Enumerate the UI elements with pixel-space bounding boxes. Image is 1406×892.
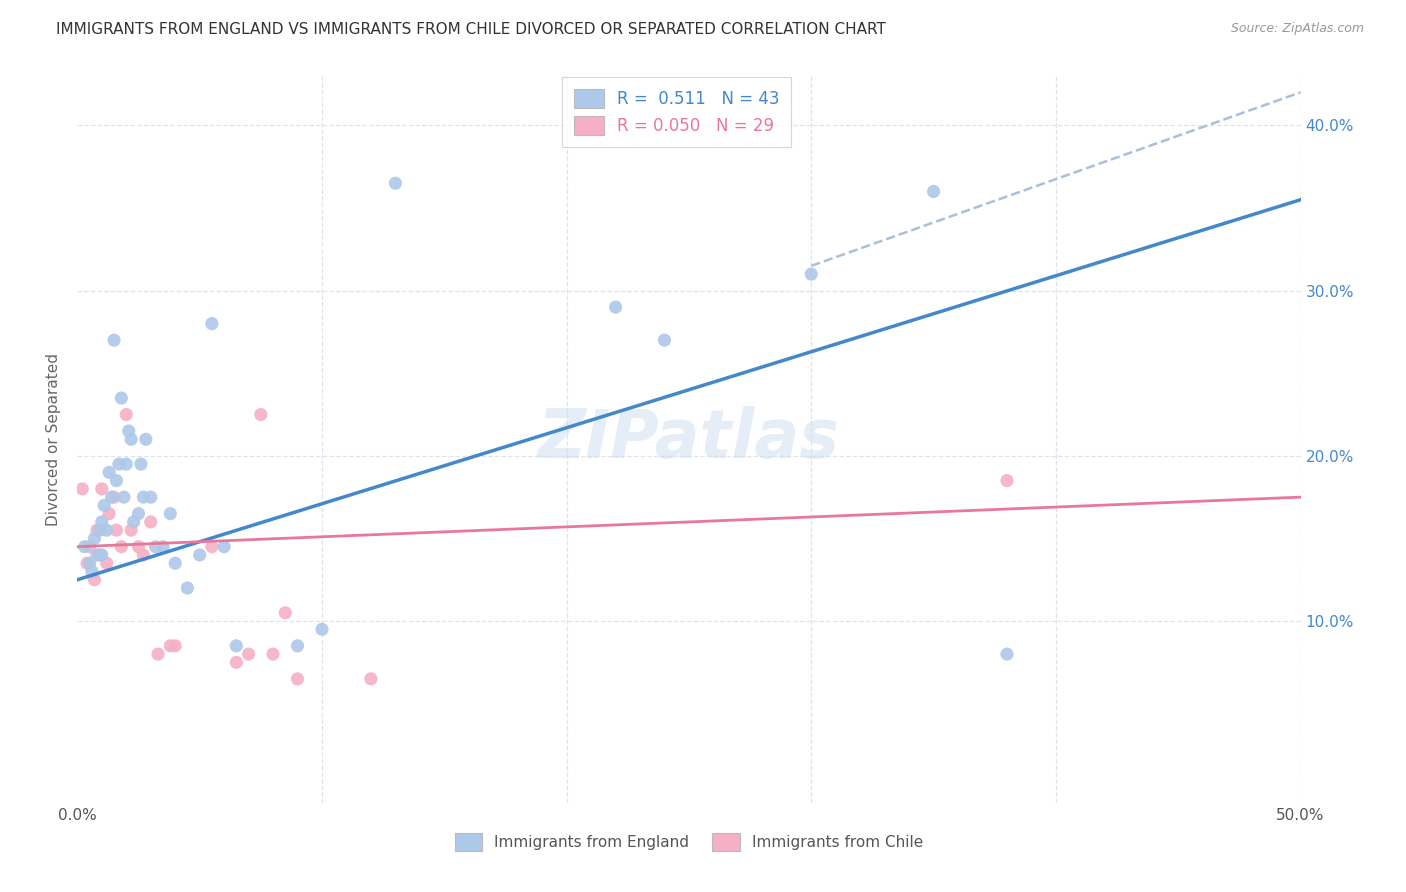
Point	[90, 515, 112, 529]
Point	[225, 656, 247, 670]
Point	[262, 647, 284, 661]
Point	[250, 408, 273, 422]
Point	[238, 647, 260, 661]
Point	[100, 490, 122, 504]
Point	[110, 540, 132, 554]
Point	[98, 507, 121, 521]
Text: IMMIGRANTS FROM ENGLAND VS IMMIGRANTS FROM CHILE DIVORCED OR SEPARATED CORRELATI: IMMIGRANTS FROM ENGLAND VS IMMIGRANTS FR…	[56, 22, 886, 37]
Point	[384, 176, 406, 190]
Point	[108, 457, 131, 471]
Point	[103, 333, 125, 347]
Point	[127, 540, 149, 554]
Y-axis label: Divorced or Separated: Divorced or Separated	[46, 353, 62, 525]
Point	[287, 639, 309, 653]
Point	[96, 556, 118, 570]
Point	[654, 333, 676, 347]
Point	[86, 548, 108, 562]
Point	[79, 540, 101, 554]
Point	[995, 474, 1018, 488]
Point	[83, 573, 105, 587]
Point	[90, 482, 112, 496]
Point	[605, 300, 627, 314]
Point	[159, 507, 181, 521]
Point	[122, 515, 145, 529]
Point	[165, 556, 187, 570]
Point	[70, 482, 93, 496]
Point	[165, 639, 187, 653]
Point	[132, 548, 155, 562]
Point	[115, 457, 138, 471]
Point	[274, 606, 297, 620]
Point	[89, 548, 111, 562]
Point	[79, 556, 101, 570]
Point	[96, 523, 118, 537]
Point	[76, 556, 98, 570]
Point	[311, 623, 333, 637]
Point	[145, 540, 167, 554]
Point	[225, 639, 247, 653]
Text: Source: ZipAtlas.com: Source: ZipAtlas.com	[1230, 22, 1364, 36]
Point	[139, 515, 162, 529]
Point	[146, 647, 169, 661]
Point	[159, 639, 181, 653]
Point	[93, 499, 115, 513]
Point	[360, 672, 382, 686]
Point	[83, 532, 105, 546]
Point	[73, 540, 96, 554]
Point	[110, 391, 132, 405]
Legend: Immigrants from England, Immigrants from Chile: Immigrants from England, Immigrants from…	[449, 827, 929, 857]
Point	[127, 507, 149, 521]
Point	[201, 540, 224, 554]
Point	[139, 490, 162, 504]
Point	[98, 466, 121, 480]
Point	[103, 490, 125, 504]
Point	[922, 185, 945, 199]
Point	[118, 424, 141, 438]
Point	[105, 523, 128, 537]
Point	[287, 672, 309, 686]
Point	[188, 548, 211, 562]
Point	[995, 647, 1018, 661]
Point	[132, 490, 155, 504]
Point	[212, 540, 235, 554]
Point	[152, 540, 174, 554]
Point	[135, 432, 157, 446]
Point	[201, 317, 224, 331]
Point	[800, 267, 823, 281]
Point	[90, 548, 112, 562]
Point	[80, 565, 103, 579]
Point	[120, 432, 142, 446]
Point	[176, 581, 198, 595]
Point	[86, 523, 108, 537]
Text: ZIPatlas: ZIPatlas	[538, 407, 839, 472]
Point	[89, 523, 111, 537]
Point	[129, 457, 152, 471]
Point	[120, 523, 142, 537]
Point	[115, 408, 138, 422]
Point	[105, 474, 128, 488]
Point	[112, 490, 135, 504]
